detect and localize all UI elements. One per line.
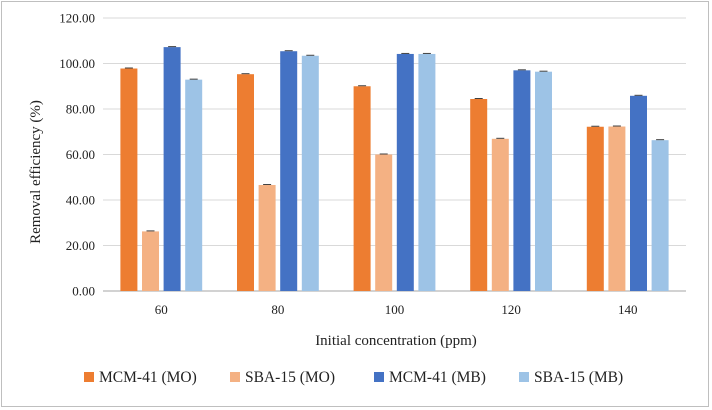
legend: MCM-41 (MO) SBA-15 (MO) MCM-41 (MB) SBA-15 … [84,369,623,386]
legend-label: MCM-41 (MB) [389,369,486,386]
legend-swatch [374,372,384,382]
bar [353,86,371,291]
bars [120,46,669,292]
bar [258,184,276,291]
bar [375,154,393,291]
x-tick-label: 80 [271,302,284,317]
y-tick-labels: 0.00 20.00 40.00 60.00 80.00 100.00 120.00 [59,11,95,299]
bar [396,53,414,291]
legend-swatch [84,372,94,382]
bar [535,71,552,291]
bar [491,138,509,291]
y-tick-label: 100.00 [59,56,95,71]
y-axis-title: Removal efficiency (%) [28,100,44,244]
y-tick-label: 0.00 [72,284,95,299]
x-tick-label: 100 [385,302,405,317]
legend-label: MCM-41 (MO) [99,369,197,386]
x-tick-label: 120 [501,302,521,317]
y-tick-label: 120.00 [59,11,95,26]
legend-swatch [519,372,529,382]
y-tick-label: 80.00 [66,102,95,117]
legend-label: SBA-15 (MB) [534,369,623,386]
bar [163,47,181,292]
legend-swatch [230,372,240,382]
bar [120,68,138,291]
bar [301,55,319,291]
x-tick-labels: 60 80 100 120 140 [155,302,638,317]
bar [586,126,604,292]
x-tick-label: 60 [155,302,168,317]
legend-label: SBA-15 (MO) [245,369,335,386]
bar [185,79,203,291]
y-tick-label: 40.00 [66,193,95,208]
bar [608,126,626,291]
bar [280,51,298,292]
bar [142,231,159,291]
x-tick-label: 140 [618,302,638,317]
bar [237,74,254,291]
x-axis-title: Initial concentration (ppm) [315,333,477,349]
bar [651,140,669,291]
y-tick-label: 60.00 [66,147,95,162]
bar [470,98,488,292]
bar [513,70,531,291]
bar [418,53,436,291]
y-tick-label: 20.00 [66,238,95,253]
bar [630,95,647,292]
